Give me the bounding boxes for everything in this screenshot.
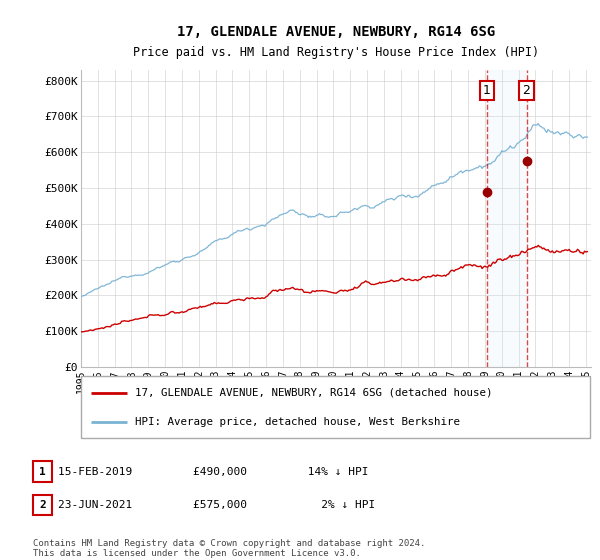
Text: 2: 2 xyxy=(39,500,46,510)
Text: 2: 2 xyxy=(523,84,530,97)
Text: 17, GLENDALE AVENUE, NEWBURY, RG14 6SG: 17, GLENDALE AVENUE, NEWBURY, RG14 6SG xyxy=(177,25,495,39)
Text: 1: 1 xyxy=(39,466,46,477)
Text: 15-FEB-2019         £490,000         14% ↓ HPI: 15-FEB-2019 £490,000 14% ↓ HPI xyxy=(58,466,368,477)
Bar xyxy=(487,70,527,367)
Text: Contains HM Land Registry data © Crown copyright and database right 2024.
This d: Contains HM Land Registry data © Crown c… xyxy=(33,539,425,558)
Text: 1: 1 xyxy=(483,84,491,97)
Text: Price paid vs. HM Land Registry's House Price Index (HPI): Price paid vs. HM Land Registry's House … xyxy=(133,46,539,59)
Text: 23-JUN-2021         £575,000           2% ↓ HPI: 23-JUN-2021 £575,000 2% ↓ HPI xyxy=(58,500,376,510)
Text: 17, GLENDALE AVENUE, NEWBURY, RG14 6SG (detached house): 17, GLENDALE AVENUE, NEWBURY, RG14 6SG (… xyxy=(134,388,492,398)
FancyBboxPatch shape xyxy=(81,376,590,438)
Text: HPI: Average price, detached house, West Berkshire: HPI: Average price, detached house, West… xyxy=(134,417,460,427)
